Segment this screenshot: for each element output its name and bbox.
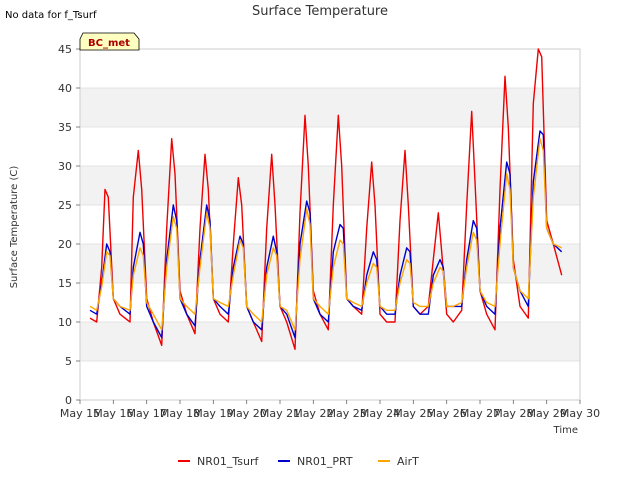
- no-data-note: No data for f_Tsurf: [5, 10, 97, 21]
- x-tick-label: May 19: [193, 407, 233, 420]
- x-tick-label: May 17: [127, 407, 167, 420]
- grid-band: [80, 88, 580, 127]
- x-tick-label: May 30: [560, 407, 600, 420]
- y-tick-label: 15: [58, 277, 72, 290]
- y-tick-label: 5: [65, 355, 72, 368]
- grid-band: [80, 322, 580, 361]
- y-axis-label: Surface Temperature (C): [9, 166, 20, 289]
- y-tick-label: 35: [58, 121, 72, 134]
- x-tick-label: May 24: [360, 407, 400, 420]
- badge-label: BC_met: [88, 38, 130, 49]
- x-tick-label: May 22: [293, 407, 333, 420]
- y-tick-label: 45: [58, 43, 72, 56]
- grid-band: [80, 49, 580, 88]
- x-axis-label: Time: [553, 425, 578, 436]
- y-tick-label: 40: [58, 82, 72, 95]
- y-tick-label: 0: [65, 394, 72, 407]
- x-tick-label: May 27: [460, 407, 500, 420]
- legend: NR01_Tsurf NR01_PRT AirT: [178, 455, 419, 468]
- plot-border: [79, 48, 581, 401]
- plot-area: [79, 48, 581, 401]
- series-layer: [89, 48, 563, 350]
- grid-band: [80, 127, 580, 166]
- x-tick-label: May 16: [93, 407, 133, 420]
- grid-band: [80, 166, 580, 205]
- x-tick-label: May 26: [427, 407, 467, 420]
- y-tick-label: 30: [58, 160, 72, 173]
- y-tick-label: 20: [58, 238, 72, 251]
- x-tick-label: May 20: [227, 407, 267, 420]
- y-tick-label: 25: [58, 199, 72, 212]
- x-tick-label: May 18: [160, 407, 200, 420]
- chart-title: Surface Temperature: [252, 4, 388, 19]
- x-tick-label: May 29: [527, 407, 567, 420]
- legend-label: NR01_Tsurf: [197, 455, 259, 468]
- badge: BC_met: [79, 32, 140, 51]
- background-bands: [80, 48, 580, 401]
- grid-band: [80, 205, 580, 244]
- grid-band: [80, 361, 580, 400]
- x-tick-label: May 15: [60, 407, 100, 420]
- y-tick-label: 10: [58, 316, 72, 329]
- x-tick-label: May 28: [493, 407, 533, 420]
- x-tick-label: May 25: [393, 407, 433, 420]
- legend-label: NR01_PRT: [297, 455, 353, 468]
- badge-box: [79, 32, 140, 51]
- y-axis-ticks: 0 5 10 15 20 25 30 35 40 45: [58, 43, 80, 407]
- series-line-airt: [89, 138, 562, 331]
- x-tick-label: May 23: [327, 407, 367, 420]
- legend-label: AirT: [397, 455, 419, 468]
- x-tick-label: May 21: [260, 407, 300, 420]
